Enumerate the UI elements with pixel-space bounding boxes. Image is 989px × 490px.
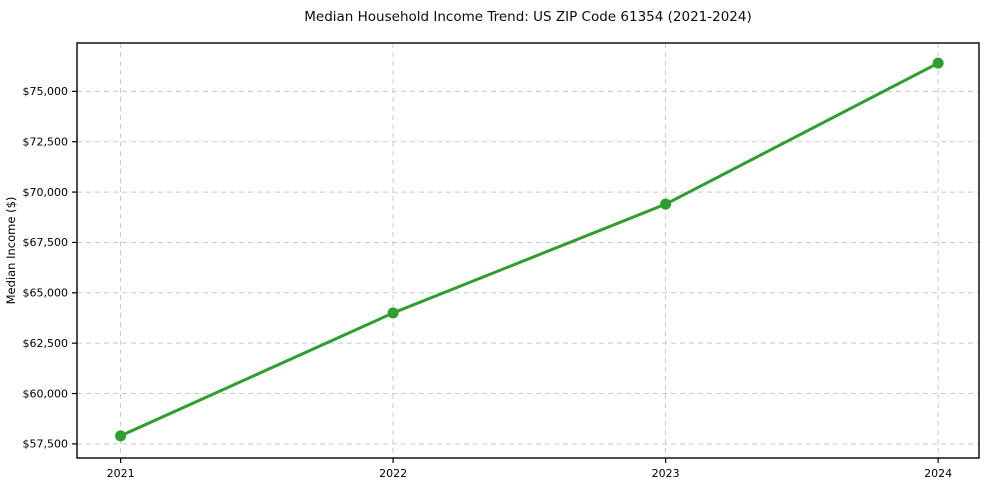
axes-layer: $57,500 $60,000 $62,500 $65,000 $67,500 $70,0… — [23, 42, 980, 480]
y-tick-label: $60,000 — [23, 387, 69, 400]
x-tick-label: 2022 — [379, 467, 407, 480]
y-tick-label: $67,500 — [23, 236, 69, 249]
x-tick-label: 2021 — [107, 467, 135, 480]
data-point-marker — [115, 430, 127, 442]
x-tick-label: 2024 — [924, 467, 952, 480]
y-axis-label: Median Income ($) — [4, 197, 18, 305]
y-tick-label: $57,500 — [23, 438, 69, 451]
grid-layer — [77, 43, 979, 458]
y-tick-label: $62,500 — [23, 337, 69, 350]
y-tick-label: $72,500 — [23, 136, 69, 149]
y-tick-label: $65,000 — [23, 287, 69, 300]
data-point-marker — [932, 57, 944, 69]
series-layer — [115, 57, 944, 442]
data-point-marker — [660, 198, 672, 210]
x-tick-label: 2023 — [652, 467, 680, 480]
chart-title: Median Household Income Trend: US ZIP Co… — [304, 9, 752, 25]
trend-line — [119, 61, 940, 438]
data-point-marker — [387, 307, 399, 319]
y-tick-label: $70,000 — [23, 186, 69, 199]
y-tick-label: $75,000 — [23, 85, 69, 98]
plot-spines — [76, 42, 980, 459]
